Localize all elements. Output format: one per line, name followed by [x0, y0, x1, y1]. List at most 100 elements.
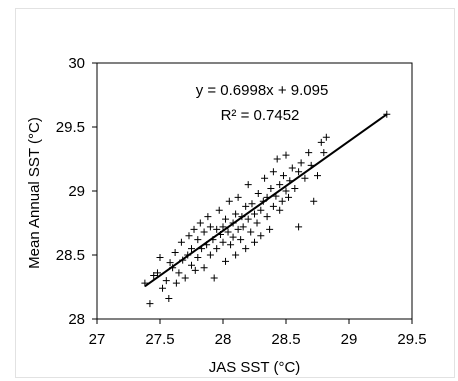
- data-point: [224, 228, 232, 236]
- data-point: [206, 223, 214, 231]
- data-point: [247, 228, 255, 236]
- data-point: [282, 187, 290, 195]
- data-point: [257, 206, 265, 214]
- data-point: [213, 225, 221, 233]
- y-tick-label: 28.5: [56, 247, 85, 264]
- r-squared-label: R² = 0.7452: [221, 107, 300, 124]
- data-point: [213, 245, 221, 253]
- x-tick-label: 28.5: [271, 331, 300, 348]
- data-point: [251, 238, 258, 246]
- data-point: [320, 149, 328, 157]
- data-point: [210, 274, 218, 282]
- data-point: [200, 264, 208, 272]
- x-tick-label: 29: [341, 331, 358, 348]
- y-tick-label: 30: [68, 55, 85, 72]
- data-point: [251, 210, 258, 218]
- data-point: [172, 279, 180, 287]
- data-point: [190, 225, 198, 233]
- trendline: [144, 113, 388, 288]
- y-tick-label: 29.5: [56, 119, 85, 136]
- data-point: [185, 232, 193, 240]
- data-point: [253, 219, 261, 227]
- data-point: [215, 206, 223, 214]
- data-point: [383, 110, 391, 118]
- data-point: [285, 193, 293, 201]
- plot-area: [96, 62, 413, 320]
- data-point: [196, 219, 204, 227]
- data-point: [175, 269, 183, 277]
- data-point: [194, 254, 202, 262]
- data-point: [146, 300, 154, 308]
- chart-frame: [15, 8, 455, 378]
- data-point: [171, 248, 179, 256]
- tick-layer: 27 27.5 28 28.5 29 29.5 28 28.5 29 29.5 30: [56, 55, 427, 348]
- data-point: [310, 197, 318, 205]
- data-point: [229, 233, 237, 241]
- data-point: [301, 174, 309, 182]
- data-point: [232, 251, 240, 259]
- data-point: [254, 190, 262, 198]
- y-axis-label: Mean Annual SST (°C): [26, 117, 43, 269]
- data-point: [317, 138, 325, 146]
- data-point: [204, 213, 212, 221]
- data-point: [162, 277, 170, 285]
- data-point: [295, 168, 303, 176]
- data-point: [314, 172, 321, 180]
- data-point: [234, 225, 242, 233]
- data-point: [194, 236, 202, 244]
- data-point: [219, 238, 227, 246]
- data-point: [267, 184, 275, 192]
- data-point: [282, 151, 290, 159]
- y-tick-label: 28: [68, 311, 85, 328]
- data-point: [177, 238, 185, 246]
- data-point: [273, 155, 281, 163]
- data-point: [279, 172, 287, 180]
- data-point: [219, 223, 227, 231]
- data-point: [222, 257, 230, 265]
- data-point: [242, 202, 250, 210]
- data-point: [159, 284, 167, 292]
- data-point: [263, 213, 271, 221]
- data-point: [244, 181, 252, 189]
- data-point: [150, 271, 158, 279]
- data-point: [269, 202, 277, 210]
- data-point: [291, 184, 299, 192]
- data-point: [181, 274, 189, 282]
- data-point: [295, 223, 303, 231]
- data-point: [261, 174, 269, 182]
- data-point: [269, 168, 277, 176]
- data-point: [206, 251, 214, 259]
- data-point: [191, 266, 199, 274]
- data-point: [305, 149, 313, 157]
- data-point: [225, 197, 233, 205]
- data-point: [257, 232, 265, 240]
- data-point: [200, 228, 208, 236]
- x-tick-label: 27: [89, 331, 106, 348]
- data-point: [276, 206, 284, 214]
- points-layer: [141, 110, 391, 308]
- trendline-equation: y = 0.6998x + 9.095: [196, 82, 329, 99]
- data-point: [244, 215, 252, 223]
- data-point: [239, 223, 247, 231]
- data-point: [166, 259, 174, 267]
- data-point: [248, 200, 256, 208]
- data-point: [165, 295, 173, 303]
- data-point: [153, 269, 161, 277]
- data-point: [278, 197, 286, 205]
- x-tick-label: 29.5: [397, 331, 426, 348]
- data-point: [276, 181, 284, 189]
- data-point: [288, 164, 296, 172]
- data-point: [232, 210, 240, 218]
- data-point: [234, 193, 242, 201]
- data-point: [322, 133, 330, 141]
- data-point: [188, 261, 195, 269]
- y-tick-label: 29: [68, 183, 85, 200]
- data-point: [227, 241, 235, 249]
- x-tick-label: 27.5: [145, 331, 174, 348]
- x-axis-label: JAS SST (°C): [209, 359, 301, 376]
- data-point: [237, 236, 245, 244]
- data-point: [297, 159, 305, 167]
- x-tick-label: 28: [215, 331, 232, 348]
- data-point: [222, 215, 230, 223]
